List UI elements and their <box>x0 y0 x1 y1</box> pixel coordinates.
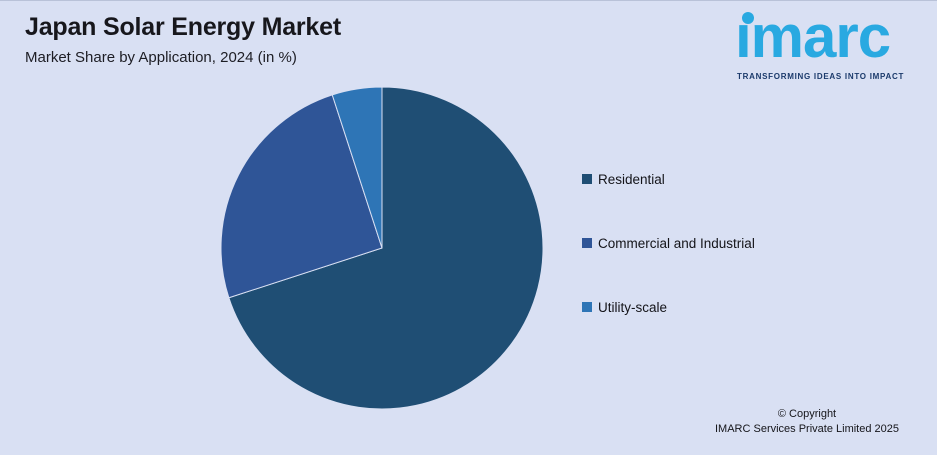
legend-item-commercial-and-industrial: Commercial and Industrial <box>582 235 755 251</box>
legend-swatch-utility-scale <box>582 302 592 312</box>
legend-item-utility-scale: Utility-scale <box>582 299 755 315</box>
logo-wordmark: ımarc <box>735 3 891 70</box>
pie-slice-residential <box>228 86 544 410</box>
chart-legend: Residential Commercial and Industrial Ut… <box>582 172 755 364</box>
pie-chart <box>220 86 544 410</box>
page-title: Japan Solar Energy Market <box>25 13 341 41</box>
copyright-line2: IMARC Services Private Limited 2025 <box>714 423 899 435</box>
copyright-line1: © Copyright <box>777 408 837 420</box>
legend-label: Utility-scale <box>598 299 668 315</box>
pie-slice-utility-scale <box>331 86 383 249</box>
logo-dot-icon <box>742 12 754 24</box>
page-subtitle: Market Share by Application, 2024 (in %) <box>25 49 297 66</box>
pie-chart-area <box>212 78 552 418</box>
legend-item-residential: Residential <box>582 171 755 187</box>
legend-swatch-commercial-and-industrial <box>582 238 592 248</box>
copyright-notice: © Copyright IMARC Services Private Limit… <box>687 407 927 437</box>
legend-label: Residential <box>598 171 665 187</box>
chart-header: Japan Solar Energy Market Market Share b… <box>25 13 341 66</box>
legend-swatch-residential <box>582 174 592 184</box>
imarc-logo: ımarc TRANSFORMING IDEAS INTO IMPACT <box>735 3 921 85</box>
logo-tagline: TRANSFORMING IDEAS INTO IMPACT <box>737 72 905 81</box>
legend-label: Commercial and Industrial <box>598 235 755 251</box>
pie-slice-commercial-and-industrial <box>220 94 383 299</box>
